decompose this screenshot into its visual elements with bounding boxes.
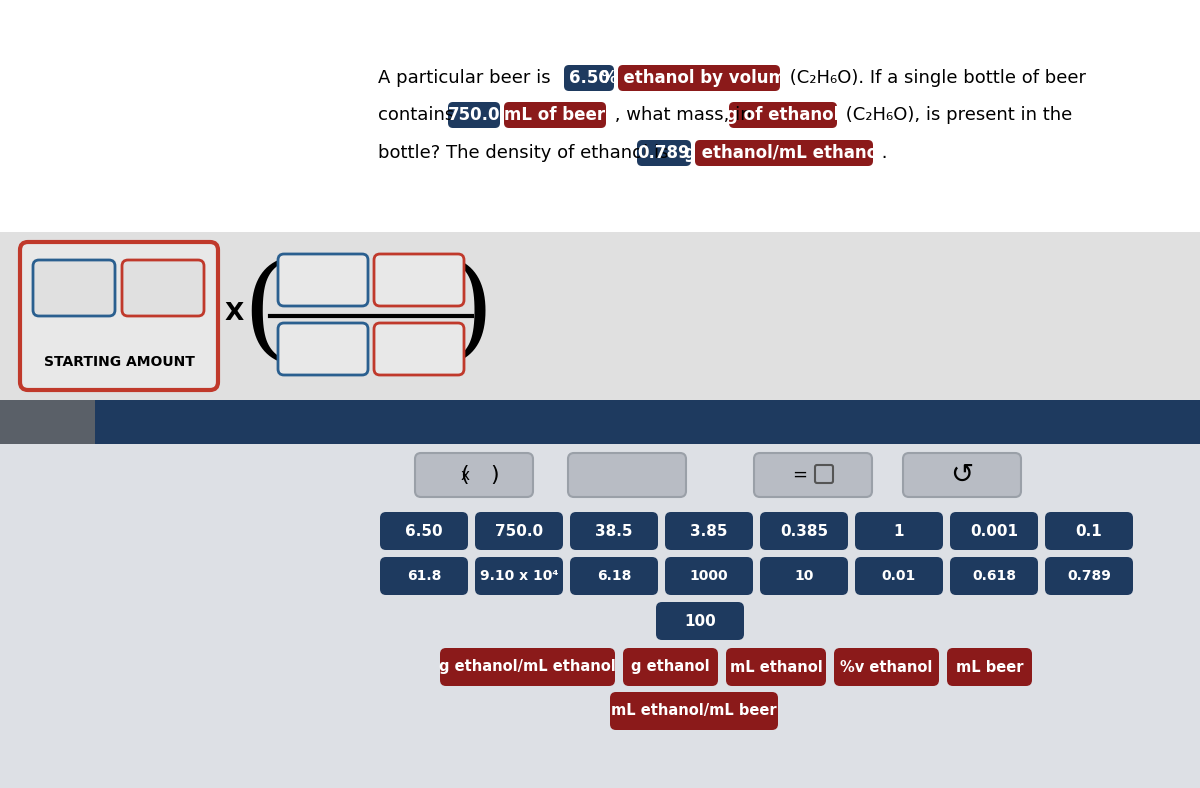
- Text: X: X: [224, 301, 244, 325]
- Text: (C₂H₆O). If a single bottle of beer: (C₂H₆O). If a single bottle of beer: [784, 69, 1086, 87]
- FancyBboxPatch shape: [610, 692, 778, 730]
- FancyBboxPatch shape: [726, 648, 826, 686]
- Text: ): ): [450, 259, 493, 366]
- FancyBboxPatch shape: [374, 323, 464, 375]
- FancyBboxPatch shape: [34, 260, 115, 316]
- Text: g ethanol/mL ethanol: g ethanol/mL ethanol: [684, 144, 884, 162]
- FancyBboxPatch shape: [475, 557, 563, 595]
- Bar: [0, 400, 1200, 444]
- FancyBboxPatch shape: [278, 254, 368, 306]
- Text: =: =: [792, 466, 808, 484]
- Text: mL beer: mL beer: [955, 660, 1024, 675]
- Text: 0.01: 0.01: [882, 569, 916, 583]
- FancyBboxPatch shape: [950, 557, 1038, 595]
- Text: (: (: [242, 259, 286, 366]
- Text: g of ethanol: g of ethanol: [726, 106, 840, 124]
- FancyBboxPatch shape: [618, 65, 780, 91]
- FancyBboxPatch shape: [754, 453, 872, 497]
- Text: (C₂H₆O), is present in the: (C₂H₆O), is present in the: [840, 106, 1073, 124]
- Text: g ethanol: g ethanol: [631, 660, 710, 675]
- FancyBboxPatch shape: [854, 557, 943, 595]
- FancyBboxPatch shape: [760, 512, 848, 550]
- Text: ↺: ↺: [950, 461, 973, 489]
- FancyBboxPatch shape: [854, 512, 943, 550]
- Text: 9.10 x 10⁴: 9.10 x 10⁴: [480, 569, 558, 583]
- Text: mL of beer: mL of beer: [504, 106, 606, 124]
- Text: 38.5: 38.5: [595, 523, 632, 538]
- Text: g ethanol/mL ethanol: g ethanol/mL ethanol: [439, 660, 616, 675]
- Text: bottle? The density of ethanol is: bottle? The density of ethanol is: [378, 144, 668, 162]
- FancyBboxPatch shape: [834, 648, 940, 686]
- Text: 1000: 1000: [690, 569, 728, 583]
- FancyBboxPatch shape: [568, 453, 686, 497]
- Text: 0.1: 0.1: [1075, 523, 1103, 538]
- Text: x: x: [461, 467, 470, 482]
- FancyBboxPatch shape: [760, 557, 848, 595]
- FancyBboxPatch shape: [564, 65, 614, 91]
- FancyBboxPatch shape: [504, 102, 606, 128]
- FancyBboxPatch shape: [278, 323, 368, 375]
- Text: 100: 100: [684, 614, 716, 629]
- Text: %v ethanol: %v ethanol: [840, 660, 932, 675]
- FancyBboxPatch shape: [623, 648, 718, 686]
- Text: 6.18: 6.18: [596, 569, 631, 583]
- FancyBboxPatch shape: [440, 648, 616, 686]
- Bar: [0, 444, 1200, 788]
- FancyBboxPatch shape: [656, 602, 744, 640]
- Text: .: .: [876, 144, 888, 162]
- FancyBboxPatch shape: [20, 242, 218, 390]
- FancyBboxPatch shape: [665, 512, 754, 550]
- FancyBboxPatch shape: [380, 512, 468, 550]
- Text: 750.0: 750.0: [494, 523, 544, 538]
- FancyBboxPatch shape: [950, 512, 1038, 550]
- Text: 0.385: 0.385: [780, 523, 828, 538]
- FancyBboxPatch shape: [570, 512, 658, 550]
- FancyBboxPatch shape: [815, 465, 833, 483]
- Text: 0.001: 0.001: [970, 523, 1018, 538]
- FancyBboxPatch shape: [380, 557, 468, 595]
- FancyBboxPatch shape: [904, 453, 1021, 497]
- Text: A particular beer is: A particular beer is: [378, 69, 551, 87]
- Text: 61.8: 61.8: [407, 569, 442, 583]
- Text: 0.618: 0.618: [972, 569, 1016, 583]
- FancyBboxPatch shape: [665, 557, 754, 595]
- FancyBboxPatch shape: [570, 557, 658, 595]
- Bar: [0, 400, 95, 444]
- FancyBboxPatch shape: [947, 648, 1032, 686]
- FancyBboxPatch shape: [374, 254, 464, 306]
- Text: mL ethanol/mL beer: mL ethanol/mL beer: [611, 704, 776, 719]
- Text: STARTING AMOUNT: STARTING AMOUNT: [43, 355, 194, 369]
- FancyBboxPatch shape: [695, 140, 874, 166]
- FancyBboxPatch shape: [415, 453, 533, 497]
- Text: mL ethanol: mL ethanol: [730, 660, 822, 675]
- Text: 6.50: 6.50: [406, 523, 443, 538]
- Text: , what mass, in: , what mass, in: [610, 106, 751, 124]
- Text: contains: contains: [378, 106, 455, 124]
- Text: 10: 10: [794, 569, 814, 583]
- FancyBboxPatch shape: [730, 102, 838, 128]
- Text: 0.789: 0.789: [1067, 569, 1111, 583]
- Text: % ethanol by volume: % ethanol by volume: [601, 69, 797, 87]
- FancyBboxPatch shape: [475, 512, 563, 550]
- Bar: [0, 0, 1200, 232]
- Text: 1: 1: [894, 523, 905, 538]
- FancyBboxPatch shape: [122, 260, 204, 316]
- Bar: [0, 232, 1200, 400]
- Text: 6.50: 6.50: [569, 69, 610, 87]
- FancyBboxPatch shape: [448, 102, 500, 128]
- FancyBboxPatch shape: [1045, 512, 1133, 550]
- Text: (   ): ( ): [461, 465, 499, 485]
- Text: 3.85: 3.85: [690, 523, 727, 538]
- Text: 750.0: 750.0: [448, 106, 500, 124]
- FancyBboxPatch shape: [1045, 557, 1133, 595]
- FancyBboxPatch shape: [637, 140, 691, 166]
- Text: 0.789: 0.789: [637, 144, 690, 162]
